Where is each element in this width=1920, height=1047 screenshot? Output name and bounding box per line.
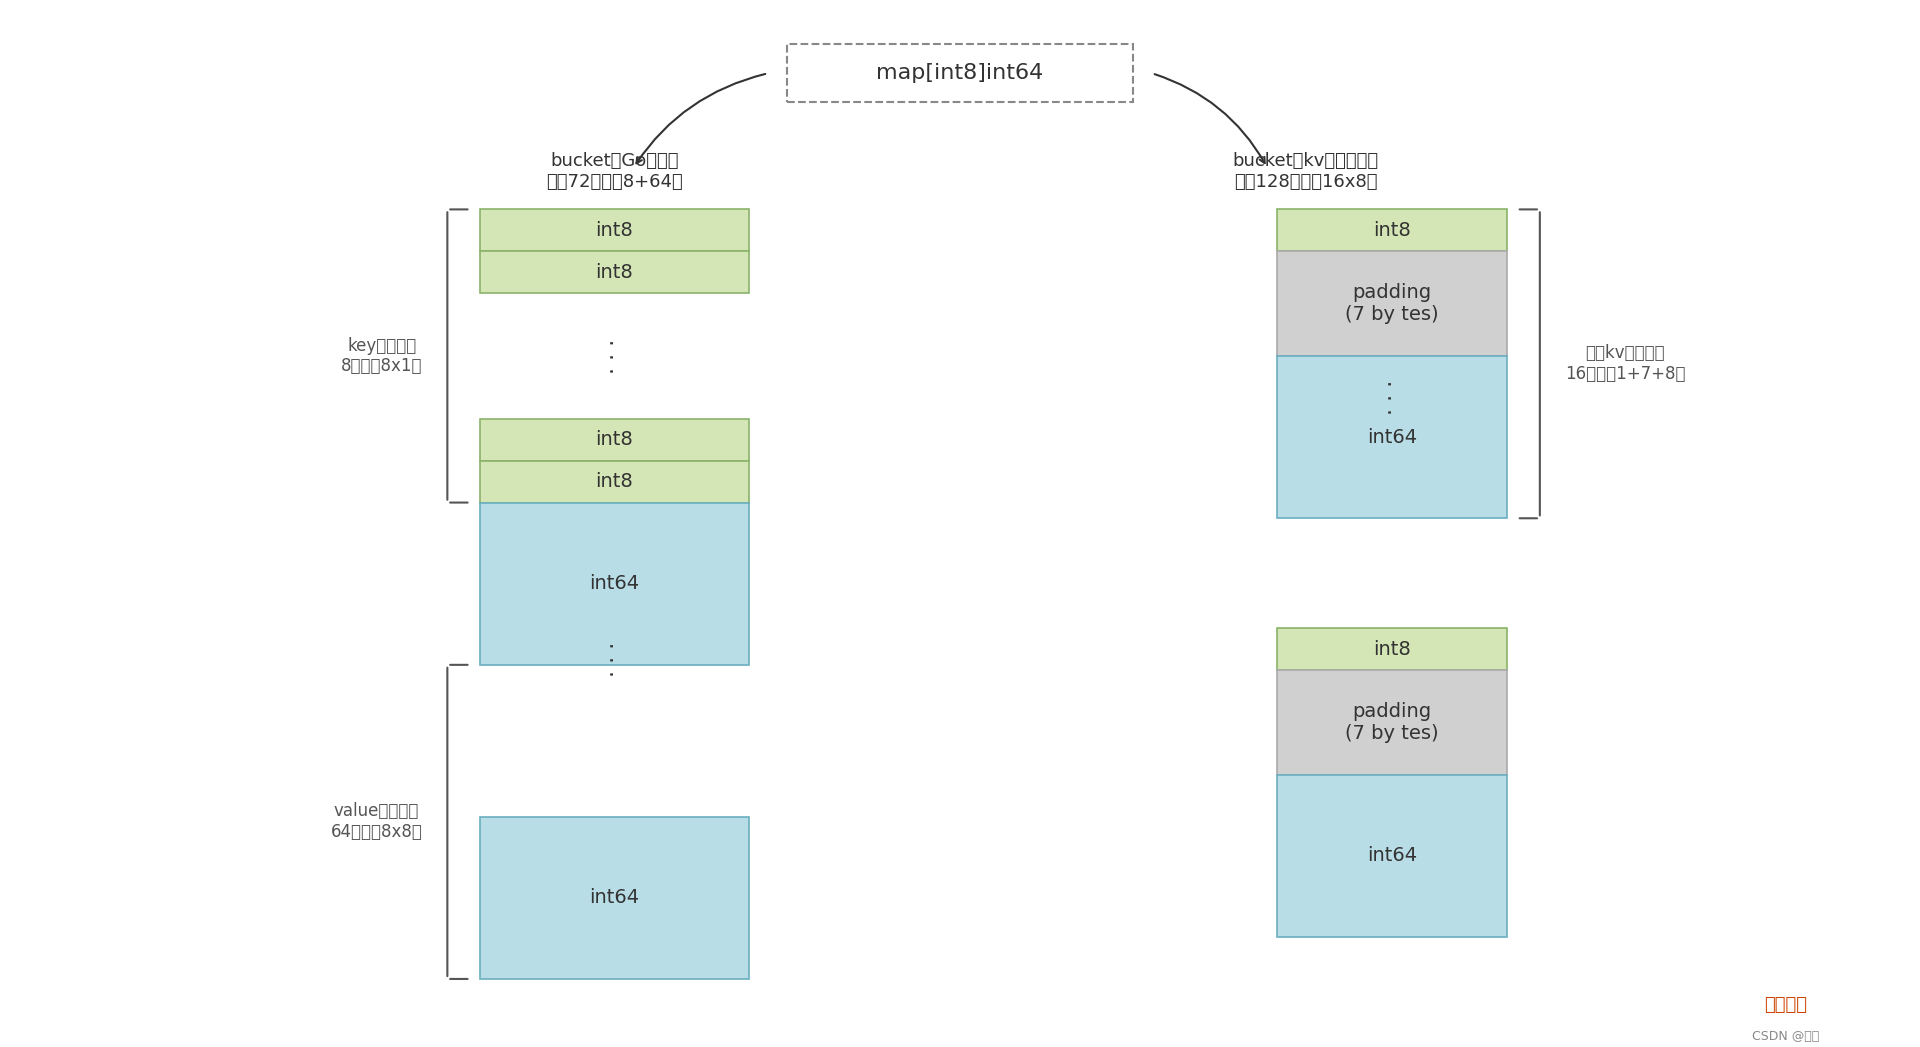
FancyBboxPatch shape [1277, 356, 1507, 518]
Text: · · ·: · · · [1382, 380, 1402, 416]
Text: int64: int64 [1367, 427, 1417, 447]
Text: 极客时间: 极客时间 [1764, 996, 1807, 1015]
Text: padding
(7 by tes): padding (7 by tes) [1346, 283, 1438, 325]
FancyBboxPatch shape [480, 817, 749, 979]
Text: value存储区域
64字节（8x8）: value存储区域 64字节（8x8） [330, 802, 422, 842]
Text: bucket（Go方案）
总：72字节（8+64）: bucket（Go方案） 总：72字节（8+64） [545, 152, 684, 191]
FancyBboxPatch shape [480, 209, 749, 251]
Text: CSDN @极心: CSDN @极心 [1751, 1030, 1820, 1043]
Text: · · ·: · · · [605, 338, 624, 374]
Text: int64: int64 [589, 888, 639, 908]
Text: map[int8]int64: map[int8]int64 [876, 63, 1044, 84]
Text: int64: int64 [1367, 846, 1417, 866]
Text: int64: int64 [589, 574, 639, 594]
FancyBboxPatch shape [1277, 775, 1507, 937]
FancyBboxPatch shape [1277, 209, 1507, 251]
Text: · · ·: · · · [605, 642, 624, 677]
Text: int8: int8 [1373, 221, 1411, 240]
Text: int8: int8 [595, 221, 634, 240]
FancyBboxPatch shape [480, 419, 749, 461]
Text: int8: int8 [595, 472, 634, 491]
Text: int8: int8 [1373, 640, 1411, 659]
Text: int8: int8 [595, 263, 634, 282]
FancyBboxPatch shape [1277, 251, 1507, 356]
FancyBboxPatch shape [480, 503, 749, 665]
Text: bucket（kv紧邻方案）
总：128字节（16x8）: bucket（kv紧邻方案） 总：128字节（16x8） [1233, 152, 1379, 191]
Text: padding
(7 by tes): padding (7 by tes) [1346, 701, 1438, 743]
FancyBboxPatch shape [1277, 628, 1507, 670]
Text: int8: int8 [595, 430, 634, 449]
FancyBboxPatch shape [480, 251, 749, 293]
Text: 一组kv存储区域
16字节（1+7+8）: 一组kv存储区域 16字节（1+7+8） [1565, 344, 1686, 383]
FancyBboxPatch shape [480, 461, 749, 503]
Text: key存储区域
8字节（8x1）: key存储区域 8字节（8x1） [342, 336, 422, 376]
FancyBboxPatch shape [1277, 670, 1507, 775]
